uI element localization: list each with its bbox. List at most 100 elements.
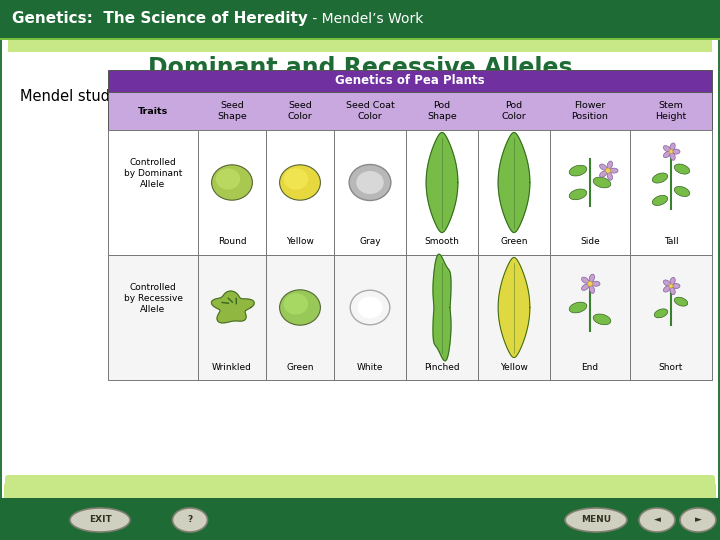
Text: Seed
Color: Seed Color (287, 102, 312, 121)
Bar (406, 255, 478, 380)
Ellipse shape (663, 286, 670, 292)
Text: Pod
Shape: Pod Shape (427, 102, 457, 121)
Bar (334, 130, 406, 255)
Ellipse shape (670, 287, 675, 295)
Text: Controlled
by Recessive
Allele: Controlled by Recessive Allele (124, 283, 182, 314)
Bar (198, 130, 266, 255)
Ellipse shape (279, 290, 320, 325)
Ellipse shape (173, 508, 207, 532)
Text: Short: Short (659, 362, 683, 372)
Ellipse shape (570, 189, 587, 200)
Ellipse shape (350, 290, 390, 325)
Text: Wrinkled: Wrinkled (212, 362, 252, 372)
Text: Flower
Position: Flower Position (572, 102, 608, 121)
Text: EXIT: EXIT (89, 516, 112, 524)
Ellipse shape (588, 281, 593, 286)
Polygon shape (498, 258, 530, 357)
Bar (478, 255, 550, 380)
Ellipse shape (669, 150, 673, 153)
Ellipse shape (589, 274, 595, 282)
Ellipse shape (663, 151, 670, 158)
Text: Genetics:  The Science of Heredity: Genetics: The Science of Heredity (12, 11, 308, 26)
Text: White: White (356, 362, 383, 372)
FancyBboxPatch shape (4, 482, 716, 506)
Bar (630, 255, 712, 380)
Text: Green: Green (500, 238, 528, 246)
Polygon shape (212, 291, 254, 323)
Text: End: End (582, 362, 598, 372)
Bar (198, 255, 266, 380)
Ellipse shape (284, 168, 308, 190)
Ellipse shape (672, 284, 680, 288)
FancyBboxPatch shape (5, 475, 715, 501)
Bar (0, 38, 720, 40)
Ellipse shape (600, 171, 607, 177)
Ellipse shape (582, 284, 589, 291)
Ellipse shape (670, 152, 675, 160)
Ellipse shape (675, 186, 690, 197)
Ellipse shape (589, 286, 595, 293)
Ellipse shape (357, 296, 382, 318)
Text: Tall: Tall (664, 238, 678, 246)
Ellipse shape (349, 165, 391, 200)
Ellipse shape (570, 302, 587, 313)
Text: Mendel studied several traits in pea plants.: Mendel studied several traits in pea pla… (20, 90, 338, 105)
Ellipse shape (680, 508, 716, 532)
Text: Yellow: Yellow (286, 238, 314, 246)
Text: Green: Green (287, 362, 314, 372)
Bar (108, 92, 712, 130)
Text: ?: ? (187, 516, 193, 524)
Bar (0, 0, 720, 38)
Ellipse shape (592, 281, 600, 286)
Ellipse shape (582, 277, 589, 284)
Text: Gray: Gray (359, 238, 381, 246)
Bar (630, 130, 712, 255)
Bar (108, 70, 712, 92)
Ellipse shape (607, 172, 613, 180)
Polygon shape (426, 132, 458, 233)
Ellipse shape (279, 165, 320, 200)
Ellipse shape (606, 168, 611, 173)
Bar (0, 498, 720, 540)
Bar (550, 255, 630, 380)
Ellipse shape (70, 508, 130, 532)
Ellipse shape (356, 171, 384, 194)
Ellipse shape (212, 165, 253, 200)
Bar (406, 130, 478, 255)
Ellipse shape (670, 143, 675, 151)
Text: Seed Coat
Color: Seed Coat Color (346, 102, 395, 121)
Ellipse shape (607, 161, 613, 169)
Bar (266, 130, 334, 255)
Ellipse shape (600, 164, 607, 170)
Text: Genetics of Pea Plants: Genetics of Pea Plants (336, 75, 485, 87)
Text: MENU: MENU (581, 516, 611, 524)
Bar (266, 255, 334, 380)
Ellipse shape (663, 146, 670, 152)
Text: Controlled
by Dominant
Allele: Controlled by Dominant Allele (124, 158, 182, 190)
Ellipse shape (610, 168, 618, 173)
Ellipse shape (565, 508, 627, 532)
Ellipse shape (654, 309, 667, 318)
Text: - Mendel’s Work: - Mendel’s Work (308, 12, 423, 26)
Text: Round: Round (217, 238, 246, 246)
Text: Yellow: Yellow (500, 362, 528, 372)
Text: Stem
Height: Stem Height (655, 102, 687, 121)
Text: Pinched: Pinched (424, 362, 460, 372)
Bar (108, 130, 712, 255)
Ellipse shape (670, 278, 675, 285)
Bar (8, 40, 712, 52)
Ellipse shape (652, 173, 667, 183)
FancyBboxPatch shape (2, 34, 718, 504)
Ellipse shape (593, 177, 611, 188)
Ellipse shape (216, 168, 240, 190)
Bar (108, 255, 712, 380)
Polygon shape (433, 254, 451, 361)
Ellipse shape (639, 508, 675, 532)
Polygon shape (498, 132, 530, 233)
Ellipse shape (675, 164, 690, 174)
Ellipse shape (663, 280, 670, 286)
Ellipse shape (672, 149, 680, 154)
Ellipse shape (593, 314, 611, 325)
Bar (334, 255, 406, 380)
Ellipse shape (284, 293, 308, 315)
